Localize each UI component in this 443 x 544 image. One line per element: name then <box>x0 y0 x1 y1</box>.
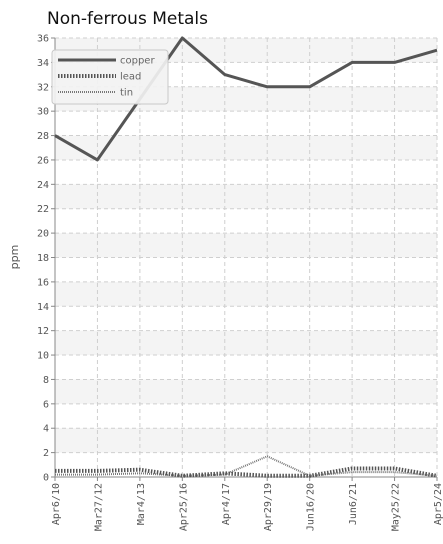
y-tick-label: 6 <box>43 399 49 410</box>
y-axis-label: ppm <box>8 245 21 270</box>
plot-band <box>55 428 437 453</box>
series-line-lead <box>55 466 438 478</box>
legend-label-copper[interactable]: copper <box>120 56 155 67</box>
series-line-copper <box>54 36 438 162</box>
x-tick-label: Mar4/13 <box>136 483 147 525</box>
series-line-tin <box>55 455 438 477</box>
y-tick-label: 36 <box>37 34 49 45</box>
x-tick-label: Mar27/12 <box>93 483 104 531</box>
y-tick-label: 24 <box>37 180 49 191</box>
y-tick-label: 14 <box>37 302 49 313</box>
y-tick-label: 30 <box>37 107 49 118</box>
y-tick-label: 20 <box>37 229 49 240</box>
x-tick-label: Jun6/21 <box>348 483 359 525</box>
y-tick-label: 8 <box>43 375 49 386</box>
y-tick-label: 4 <box>43 424 49 435</box>
y-tick-label: 34 <box>37 58 49 69</box>
plot-band <box>55 233 437 258</box>
legend[interactable]: copper lead tin <box>51 49 169 105</box>
x-tick-label: Apr29/19 <box>263 483 274 531</box>
legend-label-tin[interactable]: tin <box>120 88 133 99</box>
x-tick-label: May25/22 <box>391 483 402 531</box>
y-tick-label: 2 <box>43 448 49 459</box>
y-tick-label: 18 <box>37 253 49 264</box>
chart-title: Non-ferrous Metals <box>47 9 208 29</box>
x-tick-labels: Apr6/10 Mar27/12 Mar4/13 Apr25/16 Apr4/17 Apr… <box>51 477 443 531</box>
y-tick-label: 10 <box>37 351 49 362</box>
y-tick-label: 32 <box>37 82 49 93</box>
y-tick-label: 26 <box>37 155 49 166</box>
y-tick-label: 0 <box>43 473 49 484</box>
plot-band <box>55 379 437 404</box>
y-tick-label: 16 <box>37 277 49 288</box>
plot-band <box>55 135 437 160</box>
x-tick-label: Apr25/16 <box>178 483 189 531</box>
x-tick-label: Apr5/24 <box>433 483 443 525</box>
x-tick-label: Jun16/20 <box>306 483 317 531</box>
x-tick-label: Apr4/17 <box>221 483 232 525</box>
y-tick-label: 28 <box>37 131 49 142</box>
x-tick-label: Apr6/10 <box>51 483 62 525</box>
plot-band <box>55 281 437 307</box>
series-lines <box>54 36 438 478</box>
y-tick-label: 22 <box>37 204 49 215</box>
y-tick-label: 12 <box>37 326 49 337</box>
plot-band <box>55 330 437 356</box>
plot-band <box>55 184 437 209</box>
legend-label-lead[interactable]: lead <box>120 72 141 83</box>
